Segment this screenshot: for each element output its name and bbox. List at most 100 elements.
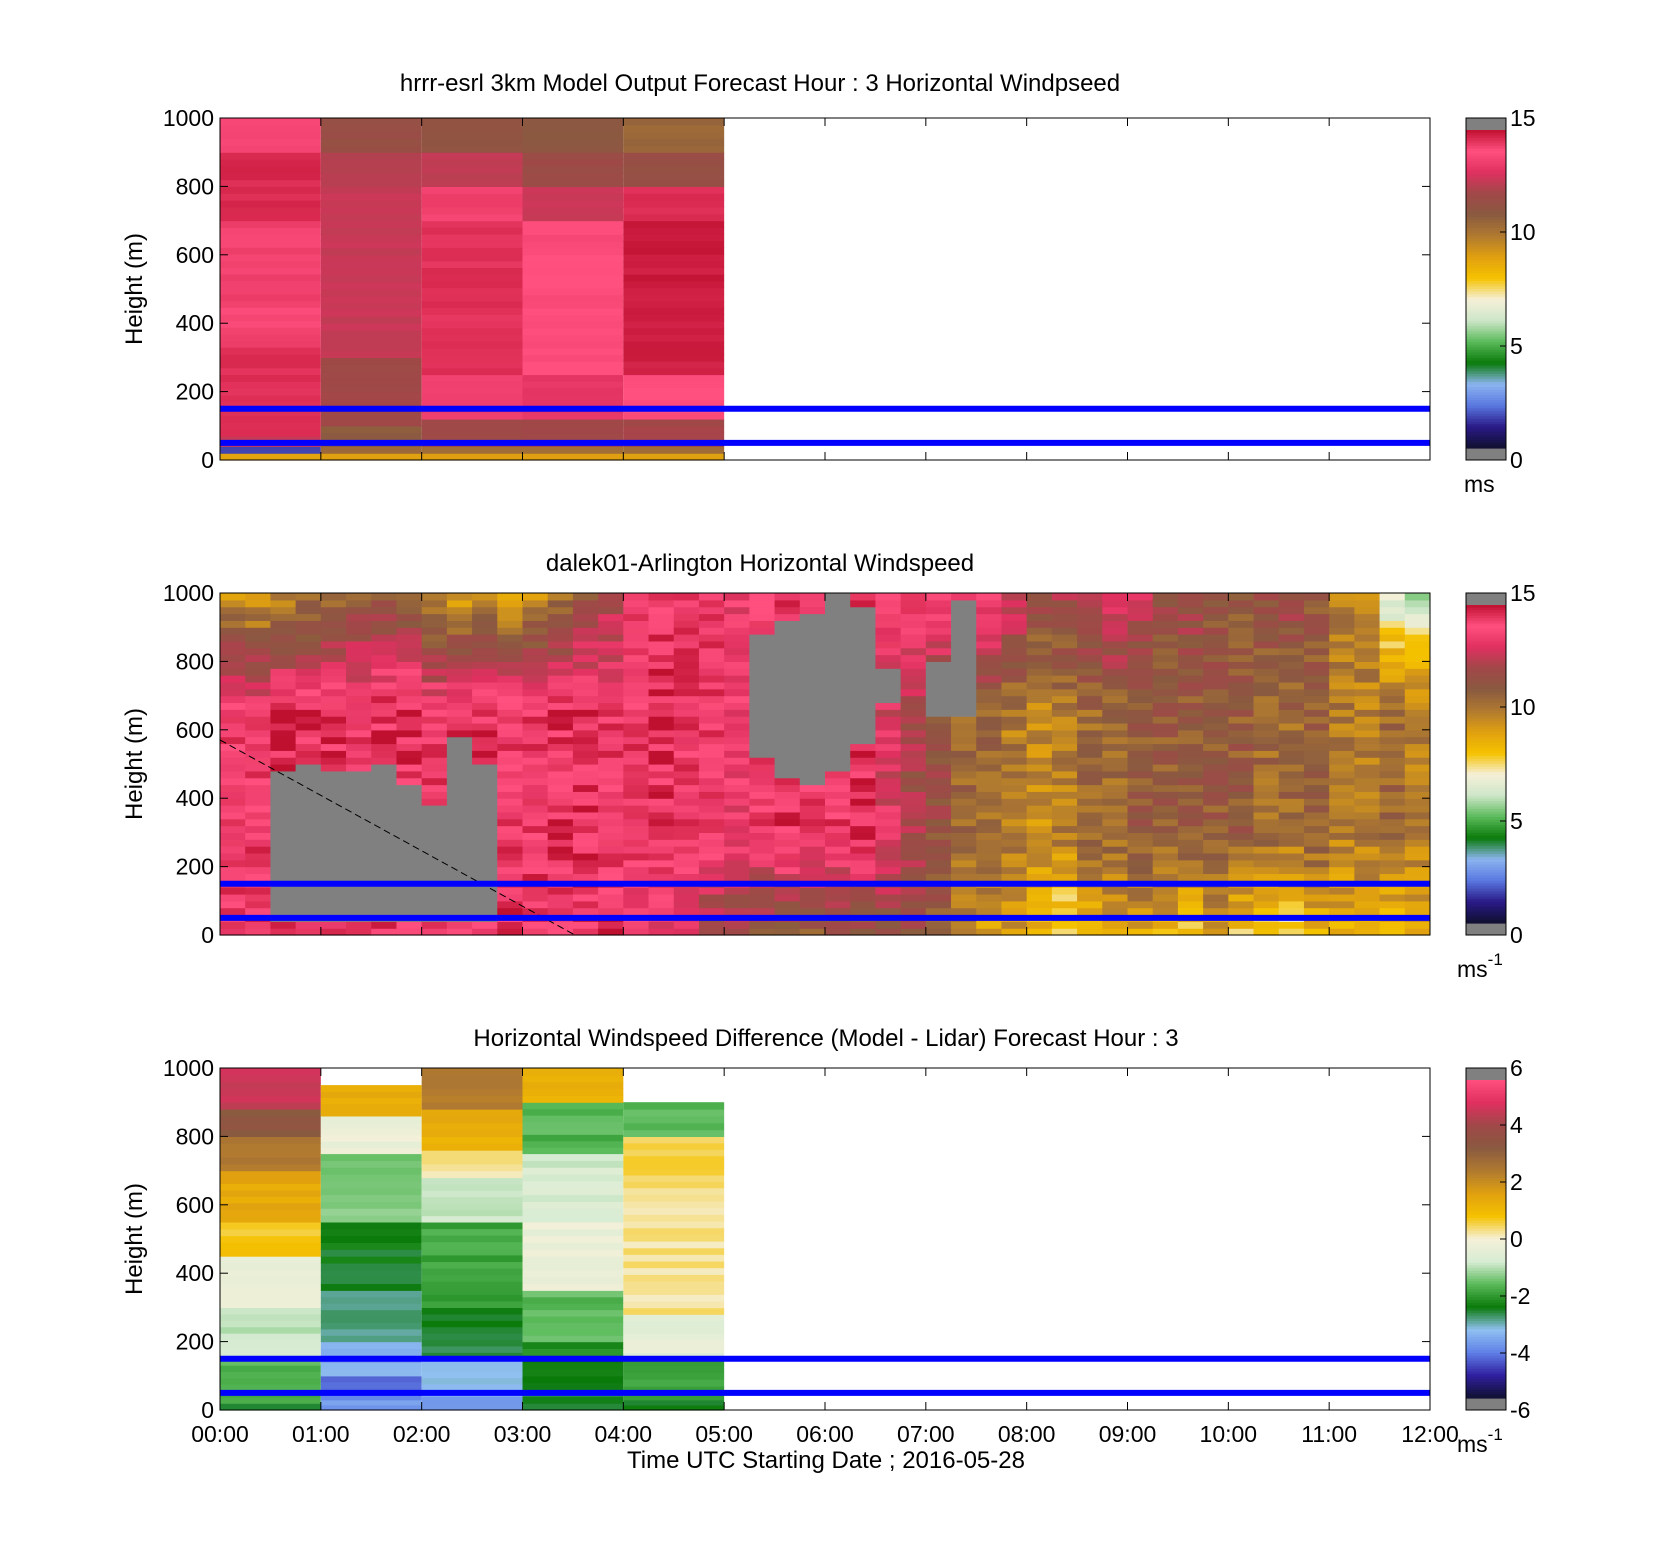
heatmap-cell xyxy=(1203,887,1229,895)
heatmap-cell xyxy=(1127,757,1154,765)
heatmap-cell xyxy=(1177,634,1204,642)
heatmap-cell xyxy=(774,852,801,861)
heatmap-cell xyxy=(346,907,372,916)
heatmap-cell xyxy=(1278,702,1305,710)
heatmap-cell xyxy=(346,757,372,765)
heatmap-cell xyxy=(648,627,675,635)
heatmap-cell xyxy=(522,234,624,242)
heatmap-cell xyxy=(497,675,523,683)
heatmap-cell xyxy=(623,736,649,745)
heatmap-cell xyxy=(522,599,549,608)
heatmap-cell xyxy=(976,750,1002,758)
heatmap-cell xyxy=(446,640,473,649)
heatmap-cell xyxy=(1404,661,1431,669)
heatmap-cell xyxy=(1228,832,1254,840)
heatmap-cell xyxy=(245,716,271,724)
heatmap-cell xyxy=(295,839,322,847)
colorbar-segment xyxy=(1466,270,1506,274)
heatmap-cell xyxy=(421,593,448,601)
heatmap-cell xyxy=(1127,873,1154,881)
heatmap-cell xyxy=(623,320,725,329)
heatmap-cell xyxy=(270,599,297,608)
heatmap-cell xyxy=(749,661,775,669)
heatmap-cell xyxy=(1379,729,1406,738)
heatmap-cell xyxy=(673,907,700,916)
heatmap-cell xyxy=(522,634,549,642)
heatmap-cell xyxy=(320,702,347,710)
heatmap-cell xyxy=(421,314,523,322)
heatmap-cell xyxy=(698,681,725,690)
heatmap-cell xyxy=(799,818,826,827)
heatmap-cell xyxy=(1077,743,1103,751)
heatmap-cell xyxy=(825,722,851,731)
heatmap-cell xyxy=(396,675,423,683)
colorbar-segment xyxy=(1466,851,1506,855)
heatmap-cell xyxy=(976,613,1002,621)
heatmap-cell xyxy=(1026,675,1053,683)
heatmap-cell xyxy=(547,750,574,758)
heatmap-cell xyxy=(371,606,397,615)
heatmap-cell xyxy=(1379,873,1406,881)
heatmap-cell xyxy=(623,811,649,820)
heatmap-cell xyxy=(320,811,347,820)
heatmap-cell xyxy=(522,1115,624,1123)
heatmap-cell xyxy=(522,681,549,690)
heatmap-cell xyxy=(396,606,423,615)
colorbar-segment xyxy=(1466,220,1506,224)
heatmap-cell xyxy=(1203,846,1229,854)
heatmap-cell xyxy=(220,313,321,322)
heatmap-cell xyxy=(1152,764,1179,772)
heatmap-cell xyxy=(749,852,775,861)
heatmap-cell xyxy=(346,736,372,745)
heatmap-cell xyxy=(320,859,347,868)
colorbar-segment xyxy=(1466,352,1506,356)
heatmap-cell xyxy=(1404,640,1431,649)
heatmap-cell xyxy=(346,627,372,635)
heatmap-cell xyxy=(799,620,826,628)
colorbar-segment xyxy=(1466,1098,1506,1102)
heatmap-cell xyxy=(472,654,498,662)
heatmap-cell xyxy=(1152,620,1179,628)
heatmap-cell xyxy=(220,179,321,187)
heatmap-cell xyxy=(976,668,1002,676)
colorbar-segment xyxy=(1466,349,1506,354)
heatmap-cell xyxy=(698,893,725,902)
heatmap-cell xyxy=(346,675,372,683)
heatmap-cell xyxy=(1329,887,1355,895)
colorbar-segment xyxy=(1466,1231,1506,1235)
heatmap-cell xyxy=(1253,893,1280,902)
heatmap-cell xyxy=(976,818,1002,827)
heatmap-cell xyxy=(497,893,523,902)
colorbar-segment xyxy=(1466,440,1506,444)
colorbar-segment xyxy=(1466,787,1506,792)
heatmap-cell xyxy=(900,846,927,854)
heatmap-cell xyxy=(220,165,321,174)
colorbar-segment xyxy=(1466,1246,1506,1251)
heatmap-cell xyxy=(320,1091,422,1099)
heatmap-cell xyxy=(749,606,775,615)
heatmap-cell xyxy=(1127,846,1154,854)
colorbar-segment xyxy=(1466,1151,1506,1155)
heatmap-cell xyxy=(623,640,649,649)
heatmap-cell xyxy=(623,873,649,881)
heatmap-cell xyxy=(497,866,523,875)
heatmap-cell xyxy=(547,675,574,683)
heatmap-cell xyxy=(1203,716,1229,724)
heatmap-cell xyxy=(1253,907,1280,916)
colorbar-segment xyxy=(1466,650,1506,654)
heatmap-cell xyxy=(371,832,397,840)
heatmap-cell xyxy=(1278,873,1305,881)
heatmap-cell xyxy=(1379,736,1406,745)
heatmap-cell xyxy=(976,647,1002,656)
heatmap-cell xyxy=(749,770,775,779)
heatmap-cell xyxy=(623,1240,725,1249)
heatmap-cell xyxy=(1152,702,1179,710)
heatmap-cell xyxy=(1102,593,1128,601)
heatmap-cell xyxy=(295,887,322,895)
heatmap-cell xyxy=(497,839,523,847)
colorbar-segment xyxy=(1466,294,1506,298)
heatmap-cell xyxy=(1203,599,1229,608)
heatmap-cell xyxy=(1001,620,1028,628)
heatmap-cell xyxy=(1203,606,1229,615)
heatmap-cell xyxy=(976,681,1002,690)
